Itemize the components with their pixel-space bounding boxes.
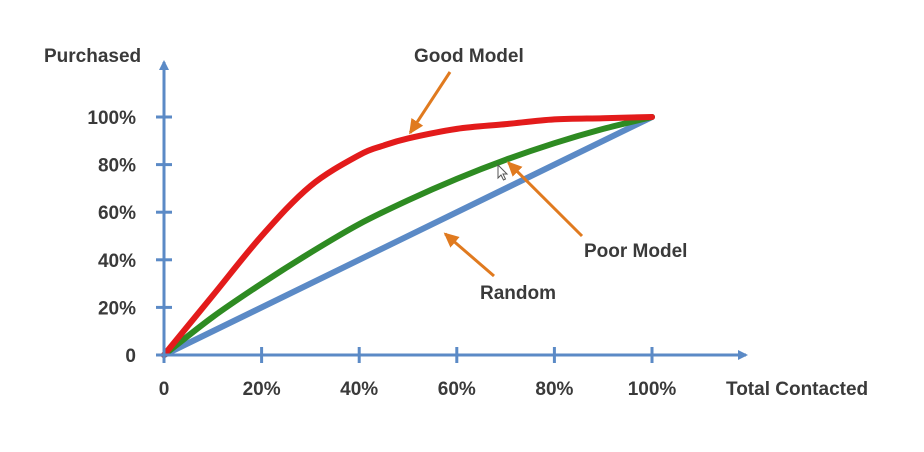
axes-layer: 0 20% 40% 60% 80% 100% 0 20% 40% 60% 80% 100% bbox=[87, 60, 748, 400]
series-line-poor bbox=[161, 114, 655, 358]
y-axis-title: Purchased bbox=[44, 46, 141, 67]
annotation-arrow-poor bbox=[507, 161, 584, 238]
series-line-good bbox=[161, 114, 655, 358]
annotation-arrow-random bbox=[443, 232, 495, 278]
x-tick-label: 100% bbox=[628, 379, 677, 400]
y-tick-label: 20% bbox=[98, 298, 136, 319]
y-tick-label: 0 bbox=[125, 346, 136, 367]
annotation-good-model: Good Model bbox=[414, 46, 524, 67]
y-tick-label: 60% bbox=[98, 203, 136, 224]
x-tick-label: 60% bbox=[438, 379, 476, 400]
x-tick-label: 20% bbox=[243, 379, 281, 400]
series-line-random bbox=[161, 114, 655, 358]
annotation-arrows-layer bbox=[408, 71, 584, 278]
y-tick-label: 100% bbox=[87, 108, 136, 129]
x-tick-label: 40% bbox=[340, 379, 378, 400]
series-layer bbox=[161, 114, 655, 358]
annotation-poor-model: Poor Model bbox=[584, 241, 687, 262]
x-tick-label: 0 bbox=[159, 379, 170, 400]
x-tick-label: 80% bbox=[535, 379, 573, 400]
y-tick-label: 80% bbox=[98, 156, 136, 177]
annotation-arrow-good bbox=[408, 71, 452, 135]
x-axis-title: Total Contacted bbox=[726, 379, 868, 400]
mouse-cursor-icon bbox=[497, 163, 509, 181]
y-tick-label: 40% bbox=[98, 251, 136, 272]
annotation-random: Random bbox=[480, 283, 556, 304]
